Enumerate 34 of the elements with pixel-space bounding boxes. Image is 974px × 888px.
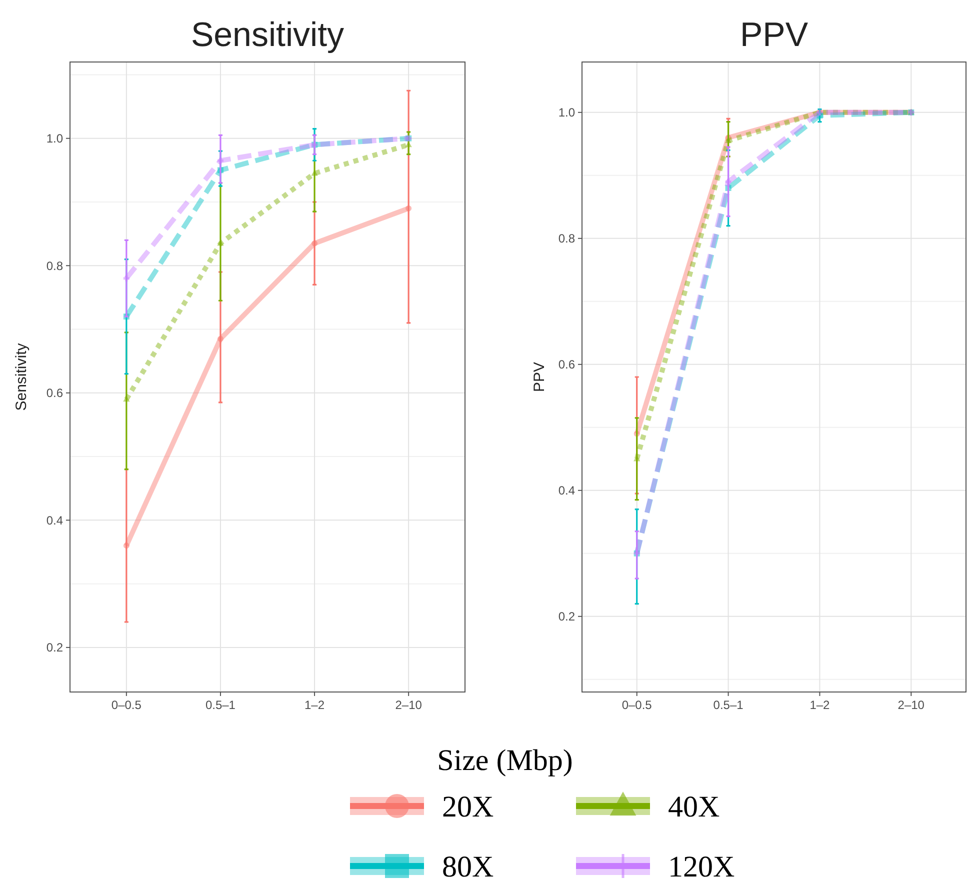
y-tick-label: 0.8 (46, 258, 64, 273)
y-tick-label: 0.6 (558, 358, 576, 372)
point (312, 240, 318, 246)
x-tick-label: 2–10 (898, 698, 925, 712)
x-tick-label: 1–2 (810, 698, 830, 712)
x-axis-title: Size (Mbp) (437, 744, 573, 777)
y-tick-label: 0.8 (558, 232, 576, 246)
y-tick-label: 0.2 (558, 610, 576, 624)
y-tick-label: 1.0 (46, 132, 64, 146)
x-tick-label: 0.5–1 (713, 698, 744, 712)
x-tick-label: 0–0.5 (111, 698, 142, 712)
legend-label: 120X (668, 850, 735, 884)
point (217, 336, 224, 342)
x-tick-label: 0–0.5 (622, 698, 652, 712)
y-tick-label: 0.4 (558, 484, 576, 498)
y-axis-title: Sensitivity (13, 342, 30, 411)
point (123, 396, 130, 402)
point (123, 542, 130, 549)
x-tick-label: 1–2 (304, 698, 325, 712)
y-tick-label: 0.4 (46, 513, 64, 528)
point (217, 240, 224, 246)
point (406, 205, 412, 212)
chart-title: Sensitivity (190, 16, 344, 54)
legend-label: 80X (442, 850, 494, 884)
point (405, 141, 412, 148)
y-tick-label: 0.2 (46, 640, 64, 655)
chart-title: PPV (740, 16, 808, 54)
x-tick-label: 0.5–1 (205, 698, 236, 712)
y-tick-label: 0.6 (46, 386, 64, 400)
x-tick-label: 2–10 (395, 698, 422, 712)
y-axis-title: PPV (531, 362, 548, 392)
y-tick-label: 1.0 (558, 106, 576, 120)
legend-label: 40X (668, 790, 720, 824)
legend-label: 20X (442, 790, 494, 824)
